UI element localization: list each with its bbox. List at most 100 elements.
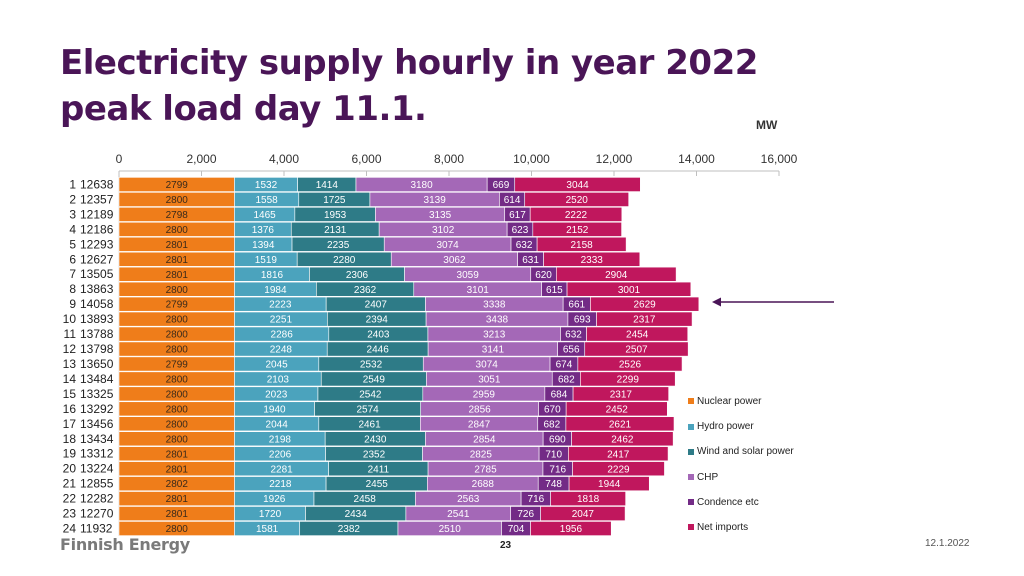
- data-label: 2800: [166, 524, 189, 535]
- total-label: 12293: [80, 237, 114, 251]
- bar-segment: [596, 311, 693, 327]
- data-label: 2621: [609, 419, 632, 430]
- data-label: 2825: [470, 449, 493, 460]
- data-label: 682: [543, 419, 560, 430]
- data-label: 2045: [266, 360, 289, 371]
- legend-label: Hydro power: [697, 421, 754, 433]
- data-label: 661: [568, 300, 585, 311]
- unit-label: MW: [756, 118, 778, 132]
- legend-label: Net imports: [697, 522, 749, 533]
- bar-segment: [514, 177, 641, 192]
- x-tick-label: 12,000: [596, 152, 633, 166]
- data-label: 693: [574, 315, 591, 326]
- total-label: 12189: [80, 207, 114, 221]
- data-label: 2800: [166, 389, 189, 400]
- data-label: 632: [516, 240, 533, 251]
- data-label: 3141: [482, 345, 505, 356]
- x-tick-label: 10,000: [513, 152, 550, 166]
- total-label: 13434: [80, 432, 114, 446]
- data-label: 2688: [472, 479, 495, 490]
- hour-label: 7: [69, 267, 76, 281]
- data-label: 3051: [478, 375, 501, 386]
- footer-date: 12.1.2022: [925, 538, 970, 549]
- bar-segment: [572, 461, 665, 477]
- data-label: 690: [549, 434, 566, 445]
- data-label: 2299: [617, 375, 640, 386]
- data-label: 2799: [166, 180, 189, 191]
- total-label: 13505: [80, 267, 114, 281]
- data-label: 2785: [474, 464, 497, 475]
- data-label: 3059: [457, 270, 480, 281]
- hour-label: 5: [69, 237, 76, 251]
- data-label: 2446: [367, 345, 390, 356]
- data-label: 2223: [269, 300, 292, 311]
- data-label: 2417: [607, 449, 630, 460]
- data-label: 2023: [265, 389, 288, 400]
- data-label: 2800: [166, 404, 189, 415]
- total-label: 12638: [80, 177, 114, 191]
- data-label: 2800: [166, 315, 189, 326]
- data-label: 2856: [468, 404, 491, 415]
- data-label: 617: [509, 210, 526, 221]
- data-label: 2801: [166, 255, 189, 266]
- data-label: 1376: [252, 225, 275, 236]
- data-label: 1581: [256, 524, 279, 535]
- hour-label: 3: [69, 207, 76, 221]
- data-label: 2959: [473, 389, 496, 400]
- data-label: 2218: [269, 479, 292, 490]
- bar-segment: [536, 236, 627, 252]
- data-label: 3074: [476, 360, 499, 371]
- total-label: 13325: [80, 387, 114, 401]
- data-label: 2541: [447, 509, 470, 520]
- data-label: 3438: [486, 315, 509, 326]
- legend-label: Nuclear power: [697, 396, 762, 407]
- data-label: 2206: [269, 449, 292, 460]
- total-label: 12282: [80, 492, 114, 506]
- data-label: 682: [558, 375, 575, 386]
- total-label: 11932: [80, 522, 113, 536]
- data-label: 2801: [166, 464, 189, 475]
- bar-segment: [550, 491, 626, 507]
- data-label: 674: [556, 360, 573, 371]
- data-label: 2158: [570, 240, 593, 251]
- legend-item: Nuclear power: [688, 396, 761, 407]
- data-label: 1519: [255, 255, 278, 266]
- data-label: 2430: [364, 434, 387, 445]
- bar-segment: [565, 416, 675, 432]
- total-label: 13312: [80, 447, 114, 461]
- data-label: 1816: [261, 270, 284, 281]
- legend-item: Net imports: [688, 522, 748, 533]
- data-label: 3062: [443, 255, 466, 266]
- hour-label: 21: [63, 477, 77, 491]
- data-label: 2542: [359, 389, 382, 400]
- total-label: 13650: [80, 357, 114, 371]
- data-label: 2904: [605, 270, 628, 281]
- data-label: 2280: [333, 255, 356, 266]
- data-label: 2452: [606, 404, 629, 415]
- bar-segment: [590, 296, 700, 312]
- hour-label: 2: [69, 192, 76, 206]
- data-label: 2802: [166, 479, 189, 490]
- legend-label: Wind and solar power: [697, 446, 794, 458]
- data-label: 2526: [619, 360, 642, 371]
- x-tick-label: 0: [116, 152, 123, 166]
- data-label: 614: [504, 195, 521, 206]
- x-tick-label: 2,000: [186, 152, 216, 166]
- total-label: 13224: [80, 462, 114, 476]
- data-label: 631: [522, 255, 539, 266]
- hour-label: 16: [63, 402, 77, 416]
- total-label: 13292: [80, 402, 114, 416]
- legend-item: Wind and solar power: [688, 446, 794, 457]
- data-label: 2047: [572, 509, 595, 520]
- hour-label: 18: [63, 432, 77, 446]
- data-label: 1558: [256, 195, 279, 206]
- bar-segment: [584, 341, 689, 357]
- bar-segment: [530, 521, 612, 536]
- data-label: 684: [551, 389, 568, 400]
- data-label: 2801: [166, 240, 189, 251]
- data-label: 1956: [560, 524, 583, 535]
- data-label: 2801: [166, 494, 189, 505]
- hour-label: 19: [63, 447, 77, 461]
- data-label: 2800: [166, 225, 189, 236]
- data-label: 2458: [354, 494, 377, 505]
